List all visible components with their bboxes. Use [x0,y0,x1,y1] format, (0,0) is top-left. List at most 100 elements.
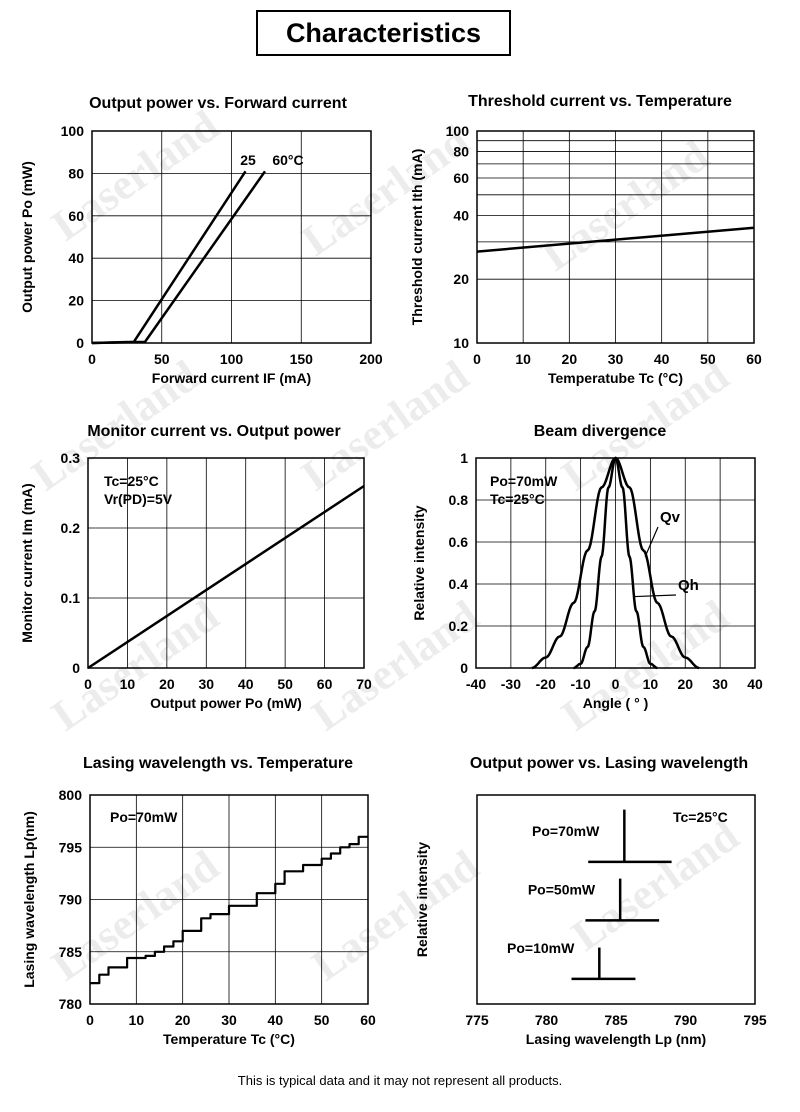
spectrum-label: Po=50mW [528,881,596,897]
x-tick-label: 10 [515,351,531,367]
y-tick-label: 0.2 [61,520,81,536]
y-tick-label: 800 [59,787,83,803]
y-tick-label: 20 [68,293,84,309]
y-tick-label: 20 [453,271,469,287]
x-tick-label: 40 [654,351,670,367]
x-tick-label: 100 [220,351,244,367]
chart-title-lasing-wavelength: Lasing wavelength vs. Temperature [82,755,354,772]
x-tick-label: 30 [608,351,624,367]
x-tick-label: 0 [84,676,92,692]
x-tick-label: -30 [501,676,521,692]
x-tick-label: 775 [465,1012,489,1028]
series-line-25 [91,170,247,345]
plot-frame [476,130,755,344]
chart-title-beam-divergence: Beam divergence [533,423,667,440]
y-tick-label: 0 [76,335,84,351]
x-tick-label: 795 [743,1012,767,1028]
annotation-tc: Tc=25°C [104,473,159,489]
chart-title-threshold-current: Threshold current vs. Temperature [468,93,732,110]
x-tick-label: 50 [700,351,716,367]
plot-frame [87,457,365,669]
x-tick-label: 785 [604,1012,628,1028]
footer-note: This is typical data and it may not repr… [237,1073,563,1088]
y-tick-label: 0.8 [449,492,469,508]
y-tick-label: 10 [453,335,469,351]
x-axis-label: Angle ( ° ) [583,695,648,711]
y-axis-label: Lasing wavelength Lp(nm) [21,811,37,988]
annotation-60c: 60°C [272,152,303,168]
y-tick-label: 80 [68,165,84,181]
series-step-wavelength [90,835,368,985]
label-qv: Qv [660,509,681,526]
x-tick-label: 10 [643,676,659,692]
x-axis-label: Temperatube Tc (°C) [548,370,683,386]
x-tick-label: -10 [571,676,591,692]
x-tick-label: 40 [268,1012,284,1028]
annotation-vr: Vr(PD)=5V [104,491,173,507]
y-tick-label: 100 [61,123,85,139]
x-tick-label: 30 [712,676,728,692]
series-line-60c [91,170,267,345]
x-tick-label: 790 [674,1012,698,1028]
y-tick-label: 780 [59,996,83,1012]
y-tick-label: 785 [59,944,83,960]
y-tick-label: 100 [446,123,470,139]
x-axis-label: Lasing wavelength Lp (nm) [526,1031,706,1047]
y-tick-label: 795 [59,839,83,855]
annotation-po: Po=70mW [110,809,178,825]
x-tick-label: 40 [747,676,763,692]
y-tick-label: 790 [59,892,83,908]
x-tick-label: 0 [88,351,96,367]
x-axis-label: Output power Po (mW) [150,695,302,711]
y-tick-label: 0.1 [61,590,81,606]
y-tick-label: 0.6 [449,534,469,550]
x-tick-label: 0 [86,1012,94,1028]
y-tick-label: 0 [72,660,80,676]
y-tick-label: 60 [68,208,84,224]
x-tick-label: 20 [562,351,578,367]
y-tick-label: 0 [460,660,468,676]
chart-title-output-vs-wavelength: Output power vs. Lasing wavelength [469,755,749,772]
annotation-po: Po=70mW [490,473,558,489]
x-tick-label: 10 [129,1012,145,1028]
label-qh: Qh [678,577,699,594]
x-tick-label: 0 [473,351,481,367]
x-axis-label: Temperature Tc (°C) [163,1031,295,1047]
x-tick-label: 70 [356,676,372,692]
y-tick-label: 0.2 [449,618,469,634]
y-axis-label: Relative intensity [414,842,430,957]
spectrum-label: Po=70mW [532,823,600,839]
page-title: Characteristics [256,10,511,56]
x-tick-label: 60 [746,351,762,367]
x-tick-label: 20 [159,676,175,692]
chart-title-monitor-current: Monitor current vs. Output power [87,423,341,440]
y-tick-label: 0.3 [61,450,81,466]
x-tick-label: 60 [360,1012,376,1028]
x-tick-label: 20 [175,1012,191,1028]
x-tick-label: 50 [277,676,293,692]
y-tick-label: 80 [453,144,469,160]
leader-line-qv [644,526,659,557]
chart-title-output-power: Output power vs. Forward current [89,95,347,112]
x-tick-label: 150 [290,351,314,367]
y-axis-label: Relative intensity [411,505,427,620]
plot-frame [89,794,369,1005]
x-tick-label: 780 [535,1012,559,1028]
x-tick-label: 50 [154,351,170,367]
x-axis-label: Forward current IF (mA) [152,370,311,386]
x-tick-label: 40 [238,676,254,692]
annotation-tc: Tc=25°C [673,809,728,825]
y-axis-label: Output power Po (mW) [19,161,35,313]
x-tick-label: -40 [466,676,486,692]
spectrum-label: Po=10mW [507,940,575,956]
y-tick-label: 1 [460,450,468,466]
x-tick-label: 50 [314,1012,330,1028]
y-axis-label: Monitor current Im (mA) [19,483,35,642]
plot-frame [476,794,756,1005]
x-tick-label: 200 [359,351,383,367]
y-axis-label: Threshold current Ith (mA) [409,149,425,326]
annotation-tc: Tc=25°C [490,491,545,507]
x-tick-label: 0 [612,676,620,692]
x-tick-label: 20 [677,676,693,692]
x-tick-label: -20 [536,676,556,692]
